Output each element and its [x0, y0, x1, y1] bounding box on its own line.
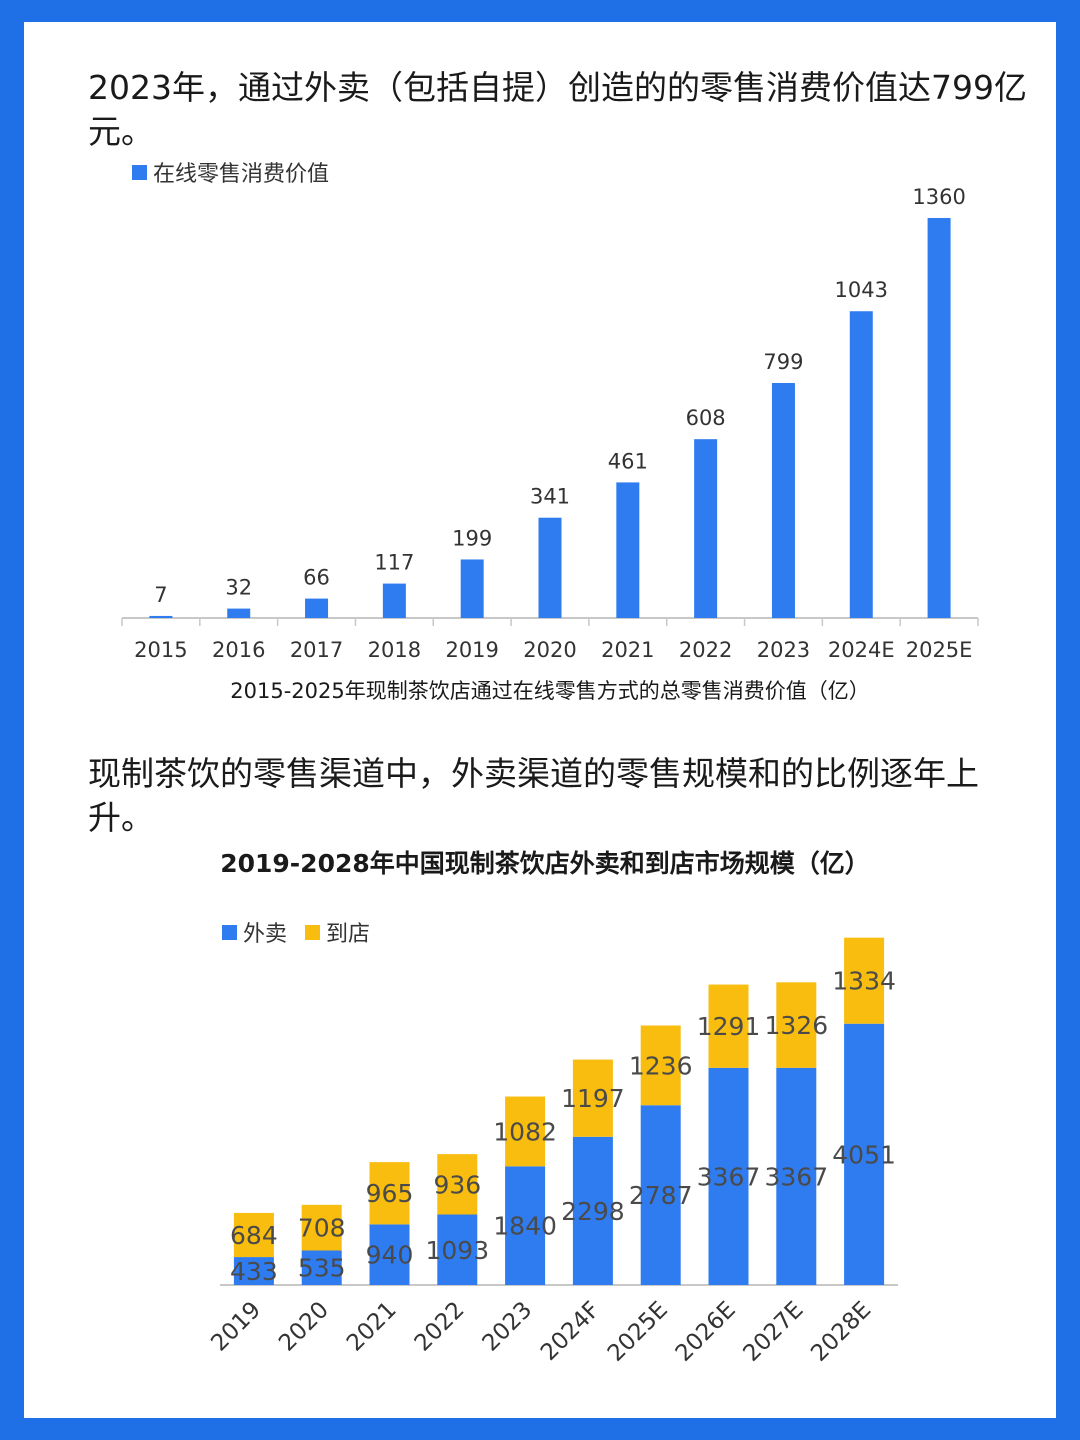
chart1-x-tick-label: 2018	[368, 638, 421, 662]
chart2-bar-delivery	[437, 1214, 478, 1285]
chart2-bar-instore	[301, 1204, 342, 1251]
chart2-bar-delivery	[233, 1257, 274, 1285]
chart2-x-tick-label: 2020	[274, 1297, 334, 1357]
chart2-bar-delivery	[844, 1023, 885, 1285]
chart2-bar-delivery	[776, 1067, 817, 1285]
chart2-x-tick-label: 2024F	[536, 1297, 605, 1366]
chart1-x-tick-label: 2021	[601, 638, 654, 662]
legend-label-instore: 到店	[326, 922, 371, 947]
legend-item-online: 在线零售消费价值	[132, 156, 329, 188]
chart2-data-label-delivery: 535	[298, 1254, 346, 1283]
chart1-data-label: 199	[452, 526, 492, 550]
chart2-bar-instore	[708, 984, 749, 1068]
chart1-bar	[227, 608, 251, 618]
chart1-data-label: 66	[303, 566, 330, 590]
chart2-data-label-delivery: 1840	[493, 1212, 557, 1241]
chart2-bar-delivery	[301, 1250, 342, 1285]
chart1-data-label: 32	[225, 576, 252, 600]
chart2-x-tick-label: 2021	[342, 1297, 402, 1357]
chart2-data-label-instore: 1082	[493, 1117, 557, 1146]
chart1-bar	[616, 482, 640, 618]
chart2-data-label-instore: 708	[298, 1214, 346, 1243]
chart2-x-tick-label: 2027E	[738, 1297, 808, 1367]
chart1-x-tick-label: 2019	[445, 638, 498, 662]
chart1-x-tick-label: 2025E	[906, 638, 973, 662]
chart2-data-label-instore: 1334	[832, 967, 896, 996]
chart2-title: 2019-2028年中国现制茶饮店外卖和到店市场规模（亿）	[220, 849, 870, 878]
chart2-bar-delivery	[640, 1105, 681, 1285]
chart2-data-label-instore: 1326	[764, 1011, 828, 1040]
chart1-x-tick-label: 2023	[757, 638, 810, 662]
chart2-data-label-delivery: 3367	[764, 1162, 828, 1191]
chart2-bar-delivery	[708, 1067, 749, 1285]
chart2-data-label-delivery: 433	[230, 1257, 278, 1286]
chart2-data-label-instore: 1197	[561, 1084, 625, 1113]
chart2-bar-instore	[233, 1212, 274, 1258]
chart2-bar-instore	[776, 982, 817, 1068]
legend-label-delivery: 外卖	[243, 922, 288, 947]
chart2-bar-delivery	[505, 1166, 546, 1285]
chart1-bar	[771, 383, 795, 618]
legend-item-instore: 到店	[305, 916, 370, 948]
chart1-data-label: 117	[374, 551, 414, 575]
chart2-data-label-delivery: 4051	[832, 1140, 896, 1169]
chart1-data-label: 799	[763, 350, 803, 374]
chart2-data-label-instore: 1236	[629, 1051, 693, 1080]
chart2-x-tick-label: 2028E	[806, 1297, 876, 1367]
chart2-bar-instore	[437, 1154, 478, 1215]
chart1-x-tick-label: 2015	[134, 638, 187, 662]
chart1-bar	[927, 218, 951, 618]
chart2-bar-instore	[640, 1025, 681, 1106]
chart2-bar-delivery	[572, 1136, 613, 1285]
chart1-legend: 在线零售消费价值	[132, 156, 347, 188]
chart1-bar	[382, 583, 406, 618]
legend-label-online: 在线零售消费价值	[153, 162, 330, 187]
chart1-data-label: 1360	[912, 185, 965, 209]
chart1-x-tick-label: 2017	[290, 638, 343, 662]
chart2-data-label-delivery: 2787	[629, 1181, 693, 1210]
chart2-bar-delivery	[369, 1224, 410, 1285]
chart2-legend: 外卖 到店	[222, 916, 388, 948]
chart2-x-tick-label: 2019	[206, 1297, 266, 1357]
chart1-data-label: 1043	[835, 278, 888, 302]
chart2-bar-instore	[369, 1162, 410, 1225]
chart1-x-tick-label: 2020	[523, 638, 576, 662]
chart2-data-label-delivery: 1093	[425, 1236, 489, 1265]
chart1-bar	[305, 598, 329, 618]
chart1-data-label: 461	[608, 449, 648, 473]
chart2-bar-instore	[505, 1096, 546, 1167]
section1-heading: 2023年，通过外卖（包括自提）创造的的零售消费价值达799亿元。	[88, 68, 1027, 151]
chart2-data-label-instore: 1291	[697, 1012, 761, 1041]
chart1-bar	[460, 559, 484, 618]
chart2-x-tick-label: 2022	[410, 1297, 470, 1357]
chart2-x-tick-label: 2026E	[671, 1297, 741, 1367]
chart1-data-label: 7	[154, 583, 167, 607]
chart2-bar-instore	[572, 1059, 613, 1137]
chart2-data-label-delivery: 3367	[697, 1162, 761, 1191]
section2-heading: 现制茶饮的零售渠道中，外卖渠道的零售规模和的比例逐年上升。	[88, 754, 979, 837]
chart2-x-tick-label: 2023	[478, 1297, 538, 1357]
chart1-data-label: 341	[530, 485, 570, 509]
chart2-data-label-delivery: 940	[366, 1241, 414, 1270]
chart2-bar-instore	[844, 937, 885, 1024]
chart1-x-tick-label: 2022	[679, 638, 732, 662]
chart1-caption: 2015-2025年现制茶饮店通过在线零售方式的总零售消费价值（亿）	[230, 679, 870, 703]
chart1-bar	[538, 517, 562, 618]
chart1-bar	[849, 311, 873, 618]
legend-swatch-online	[132, 164, 147, 180]
chart1-x-tick-label: 2016	[212, 638, 265, 662]
chart2-data-label-instore: 965	[366, 1179, 414, 1208]
chart2-data-label-instore: 684	[230, 1221, 278, 1250]
chart1-data-label: 608	[686, 406, 726, 430]
chart2-data-label-delivery: 2298	[561, 1197, 625, 1226]
chart2-data-label-instore: 936	[433, 1170, 481, 1199]
legend-swatch-delivery	[222, 924, 237, 940]
legend-swatch-instore	[305, 924, 321, 940]
chart1-x-tick-label: 2024E	[828, 638, 895, 662]
chart2-x-tick-label: 2025E	[603, 1297, 673, 1367]
chart1-bar	[694, 439, 718, 618]
chart1-bar	[149, 615, 173, 618]
legend-item-delivery: 外卖	[222, 916, 287, 948]
